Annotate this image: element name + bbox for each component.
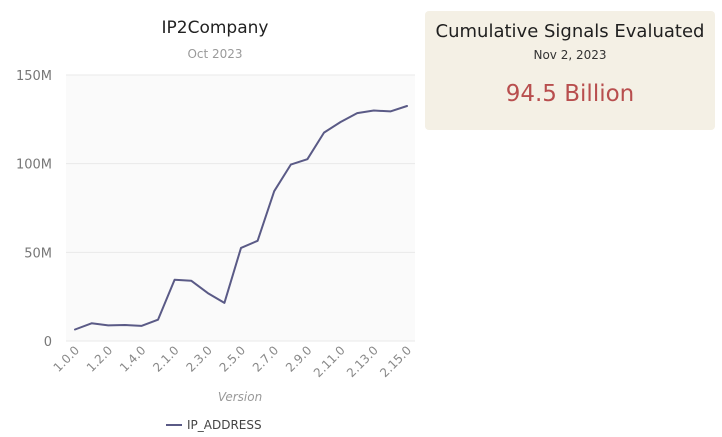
data-point[interactable] [72, 326, 78, 332]
x-tick-label: 1.2.0 [84, 343, 115, 374]
series-layer [72, 103, 410, 332]
y-axis-ticks: 0 50M 100M 150M [16, 69, 52, 350]
y-tick-label: 0 [44, 335, 52, 350]
x-tick-label: 2.3.0 [183, 343, 214, 374]
x-tick-label: 1.0.0 [51, 343, 82, 374]
data-point[interactable] [338, 119, 344, 125]
x-axis-ticks: 1.0.0 1.2.0 1.4.0 2.1.0 2.3.0 2.5.0 2.7.0 2.9.0… [51, 343, 414, 380]
grid-lines [66, 74, 415, 342]
x-tick-label: 2.13.0 [344, 343, 381, 380]
data-point[interactable] [387, 108, 393, 114]
kpi-value: 94.5 Billion [505, 81, 635, 107]
data-point[interactable] [288, 162, 294, 168]
data-point[interactable] [321, 130, 327, 136]
data-point[interactable] [238, 245, 244, 251]
data-point[interactable] [172, 277, 178, 283]
data-point[interactable] [188, 278, 194, 284]
x-tick-label: 2.1.0 [150, 343, 181, 374]
kpi-date: Nov 2, 2023 [533, 48, 607, 62]
x-tick-label: 1.4.0 [117, 343, 148, 374]
kpi-title: Cumulative Signals Evaluated [435, 21, 705, 42]
x-tick-label: 2.5.0 [217, 343, 248, 374]
x-axis-title: Version [218, 390, 262, 404]
kpi-card: Cumulative Signals Evaluated Nov 2, 2023… [425, 11, 715, 130]
data-point[interactable] [122, 322, 128, 328]
data-point[interactable] [155, 317, 161, 323]
data-point[interactable] [371, 107, 377, 113]
plot-area [66, 75, 415, 341]
data-point[interactable] [205, 290, 211, 296]
chart-subtitle: Oct 2023 [187, 47, 242, 61]
y-tick-label: 100M [16, 158, 52, 173]
y-tick-label: 150M [16, 69, 52, 84]
y-tick-label: 50M [24, 246, 52, 261]
data-point[interactable] [404, 103, 410, 109]
data-point[interactable] [89, 320, 95, 326]
data-point[interactable] [271, 188, 277, 194]
legend-label[interactable]: IP_ADDRESS [187, 418, 262, 432]
x-tick-label: 2.11.0 [311, 343, 348, 380]
data-point[interactable] [255, 238, 261, 244]
x-tick-label: 2.15.0 [377, 343, 414, 380]
data-point[interactable] [221, 300, 227, 306]
data-point[interactable] [304, 156, 310, 162]
data-point[interactable] [138, 323, 144, 329]
data-point[interactable] [105, 322, 111, 328]
x-tick-label: 2.7.0 [250, 343, 281, 374]
chart-title: IP2Company [162, 18, 269, 38]
data-point[interactable] [354, 110, 360, 116]
series-line [74, 105, 408, 331]
